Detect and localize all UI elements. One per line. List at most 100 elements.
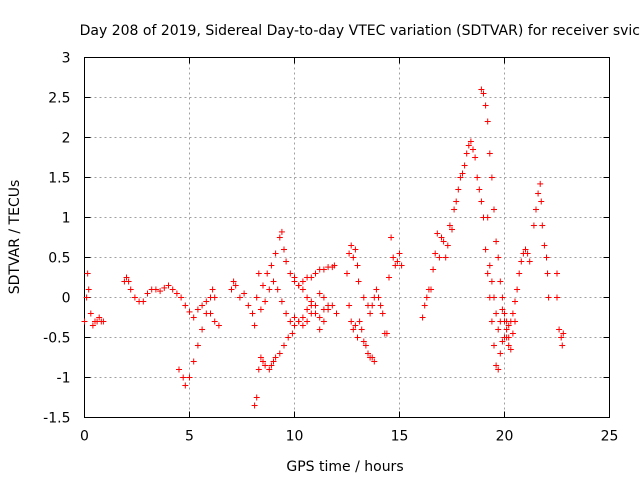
data-point — [180, 374, 187, 381]
data-point — [493, 238, 500, 245]
data-point — [295, 282, 302, 289]
data-point — [530, 222, 537, 229]
data-point — [278, 228, 285, 235]
data-point — [123, 274, 130, 281]
data-point — [421, 302, 428, 309]
data-point — [488, 278, 495, 285]
data-point — [369, 302, 376, 309]
data-point — [268, 262, 275, 269]
data-point — [501, 318, 508, 325]
data-point — [495, 326, 502, 333]
data-point — [295, 318, 302, 325]
data-point — [308, 274, 315, 281]
data-point — [236, 294, 243, 301]
data-point — [512, 318, 518, 325]
data-point — [215, 322, 222, 329]
data-point — [438, 234, 445, 241]
data-point — [461, 162, 468, 169]
y-tick-label: -1 — [57, 371, 71, 387]
data-point — [348, 318, 355, 325]
data-point — [453, 198, 460, 205]
data-point — [211, 294, 218, 301]
data-point — [320, 266, 327, 273]
data-point — [442, 254, 449, 261]
y-tick-label: 3 — [62, 51, 71, 67]
data-point — [373, 286, 380, 293]
data-point — [304, 318, 311, 325]
data-point — [465, 142, 472, 149]
data-point — [304, 294, 311, 301]
data-point — [537, 180, 544, 187]
data-point — [459, 170, 466, 177]
data-point — [495, 366, 502, 373]
data-point — [211, 318, 218, 325]
data-point — [360, 338, 367, 345]
data-point — [257, 306, 264, 313]
data-point — [434, 230, 441, 237]
x-tick-label: 0 — [80, 429, 89, 445]
data-point — [278, 298, 285, 305]
data-point — [329, 302, 336, 309]
data-point — [270, 278, 277, 285]
data-point — [482, 246, 489, 253]
data-point — [203, 298, 210, 305]
data-point — [287, 270, 294, 277]
data-point — [274, 286, 281, 293]
data-point — [350, 254, 357, 261]
data-point — [383, 330, 390, 337]
data-point — [255, 366, 262, 373]
data-point — [495, 254, 502, 261]
data-point — [488, 174, 495, 181]
data-point — [518, 258, 525, 265]
x-tick-label: 15 — [391, 429, 409, 445]
data-point — [354, 334, 361, 341]
data-point — [241, 290, 248, 297]
data-point — [176, 366, 182, 373]
data-point — [230, 278, 237, 285]
data-point — [89, 322, 96, 329]
data-point — [493, 362, 500, 369]
y-tick-label: -0.5 — [43, 331, 70, 347]
data-point — [182, 302, 189, 309]
data-point — [100, 318, 107, 325]
data-point — [299, 322, 306, 329]
data-point — [514, 286, 521, 293]
x-tick-label: 20 — [496, 429, 514, 445]
data-point — [276, 234, 283, 241]
data-point — [505, 342, 512, 349]
data-point — [245, 302, 252, 309]
data-point — [268, 362, 275, 369]
data-point — [499, 338, 506, 345]
data-point — [346, 250, 353, 257]
chart-title: Day 208 of 2019, Sidereal Day-to-day VTE… — [80, 23, 640, 39]
data-point — [544, 270, 551, 277]
data-point — [379, 310, 386, 317]
data-point — [161, 284, 168, 291]
data-point — [83, 294, 90, 301]
data-point — [348, 242, 355, 249]
y-tick-label: 2.5 — [48, 91, 70, 107]
data-point — [559, 342, 566, 349]
data-point — [486, 262, 493, 269]
y-tick-label: 1 — [62, 211, 71, 227]
data-point — [457, 174, 464, 181]
data-point — [299, 314, 306, 321]
data-point — [470, 146, 476, 153]
data-point — [430, 266, 437, 273]
data-point — [499, 306, 506, 313]
data-point — [444, 242, 451, 249]
data-point — [558, 334, 565, 341]
data-point — [312, 270, 319, 277]
data-point — [497, 278, 504, 285]
data-point — [316, 326, 323, 333]
data-point — [398, 262, 405, 269]
data-point — [325, 306, 332, 313]
data-point — [344, 270, 350, 277]
data-point — [308, 302, 315, 309]
data-point — [533, 206, 539, 213]
data-point — [538, 198, 545, 205]
data-point — [84, 270, 91, 277]
data-point — [545, 294, 552, 301]
data-point — [186, 374, 193, 381]
